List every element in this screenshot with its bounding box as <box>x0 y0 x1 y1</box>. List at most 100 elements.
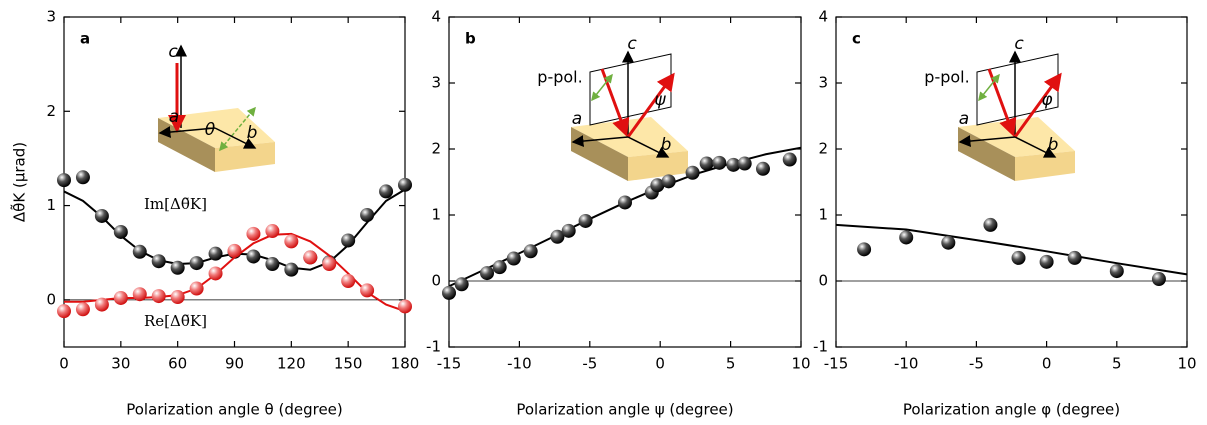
data-point <box>132 244 147 259</box>
x-axis-label: Polarization angle φ (degree) <box>903 401 1120 419</box>
data-point <box>1151 272 1166 287</box>
incidence-plane <box>976 53 1059 126</box>
data-point <box>57 173 71 188</box>
polarization <box>591 73 613 102</box>
data-point <box>113 290 128 305</box>
x-tick-label: 5 <box>726 355 736 373</box>
data-point <box>1109 264 1124 279</box>
slab-front <box>628 151 688 181</box>
polarization <box>219 106 256 152</box>
inset <box>958 50 1075 181</box>
x-tick-label: 30 <box>111 355 130 373</box>
x-axis-label: Polarization angle θ (degree) <box>126 401 343 419</box>
data-point <box>113 224 128 239</box>
panel-label: b <box>465 30 476 48</box>
y-tick-label: 3 <box>818 74 828 92</box>
data-point <box>454 277 469 292</box>
x-tick-label: 120 <box>277 355 306 373</box>
axis-b <box>627 136 670 158</box>
inset <box>571 50 688 181</box>
data-point <box>170 290 185 305</box>
inset-label: a <box>959 109 969 129</box>
data-point <box>303 250 318 265</box>
y-tick-label: 1 <box>46 196 56 214</box>
data-point <box>151 254 166 269</box>
data-point <box>284 262 299 277</box>
y-tick-label: 3 <box>46 8 56 26</box>
y-tick-label: 4 <box>431 8 441 26</box>
data-point <box>506 251 521 266</box>
data-point <box>782 152 797 167</box>
y-tick-label: 0 <box>818 272 828 290</box>
data-point <box>442 285 456 300</box>
data-point <box>132 287 147 302</box>
plot-frame <box>835 16 1188 348</box>
data-point <box>1039 254 1054 269</box>
data-point <box>857 242 872 257</box>
data-point <box>899 230 914 245</box>
data-point <box>94 208 109 223</box>
inset-label: b <box>1048 135 1059 155</box>
panel-label: a <box>80 30 90 48</box>
data-point <box>265 257 280 272</box>
y-tick-label: -1 <box>426 338 441 356</box>
data-point <box>265 224 280 239</box>
axis-b <box>214 127 257 149</box>
data-point <box>57 304 71 319</box>
data-point <box>94 297 109 312</box>
y-tick-label: 0 <box>431 272 441 290</box>
slab-front <box>1015 151 1075 181</box>
inset <box>158 44 275 172</box>
data-point <box>726 157 741 172</box>
data-point <box>360 283 375 298</box>
data-point <box>712 155 727 170</box>
inset-label: ψ <box>654 90 666 110</box>
data-point <box>398 299 412 314</box>
data-point <box>561 223 576 238</box>
data-point <box>151 289 166 304</box>
x-tick-label: -15 <box>824 355 849 373</box>
inset-label: a <box>169 107 179 127</box>
data-point <box>755 161 770 176</box>
data-point <box>75 302 90 317</box>
inset-label: p-pol. <box>537 68 582 87</box>
y-tick-label: 1 <box>431 206 441 224</box>
x-tick-label: 0 <box>655 355 665 373</box>
inset-label: p-pol. <box>924 68 969 87</box>
reflected-beam <box>1013 72 1062 138</box>
axis-a <box>158 126 216 139</box>
x-tick-label: 5 <box>1112 355 1122 373</box>
y-tick-label: 4 <box>818 8 828 26</box>
inset-label: b <box>661 135 672 155</box>
x-tick-label: 90 <box>225 355 244 373</box>
y-tick-label: 1 <box>818 206 828 224</box>
y-tick-label: 2 <box>431 140 441 158</box>
plot-frame <box>448 16 802 348</box>
data-point <box>246 249 261 264</box>
axis-a <box>958 135 1016 148</box>
x-tick-label: -15 <box>437 355 462 373</box>
data-point <box>618 195 632 210</box>
data-point <box>189 281 204 296</box>
data-point <box>189 256 204 271</box>
inset-label: c <box>168 42 178 62</box>
data-point <box>379 184 394 199</box>
data-point <box>492 260 507 275</box>
x-tick-label: 150 <box>334 355 363 373</box>
reflected-beam <box>626 72 675 138</box>
x-tick-label: -10 <box>894 355 919 373</box>
x-tick-label: -10 <box>507 355 532 373</box>
x-tick-label: 0 <box>1042 355 1052 373</box>
series-label: Im[Δθ̃K] <box>144 195 207 213</box>
x-tick-label: 10 <box>1177 355 1196 373</box>
data-point <box>360 208 375 222</box>
inset-label: c <box>627 34 637 54</box>
data-point <box>737 156 752 171</box>
inset-label: θ <box>205 120 216 140</box>
data-point <box>685 165 700 180</box>
x-tick-label: 0 <box>59 355 69 373</box>
data-point <box>227 243 242 258</box>
data-point <box>941 235 956 250</box>
data-point <box>661 174 676 189</box>
data-point <box>523 244 538 259</box>
